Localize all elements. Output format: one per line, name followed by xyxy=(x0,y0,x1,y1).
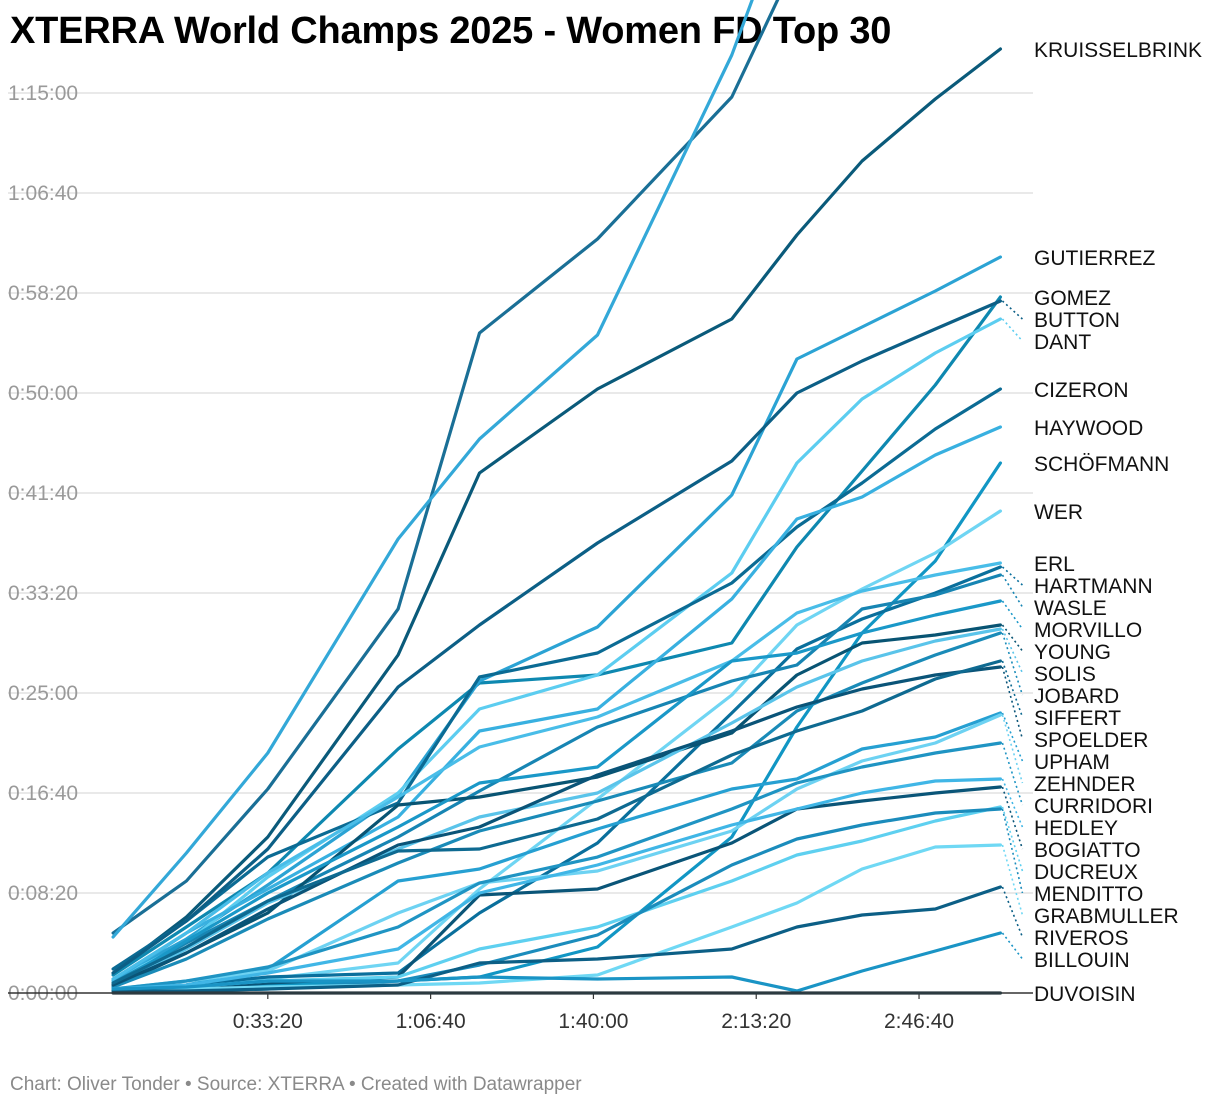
series-label-gomez: GOMEZ xyxy=(1034,287,1111,310)
label-connector xyxy=(1001,932,1024,960)
series-label-dant: DANT xyxy=(1034,331,1091,354)
series-line-schroeder xyxy=(111,0,780,935)
y-tick-label: 0:25:00 xyxy=(8,682,78,705)
series-line-bogiatto xyxy=(111,785,1003,993)
series-label-button: BUTTON xyxy=(1034,309,1120,332)
series-line-morvillo xyxy=(111,599,1003,987)
series-line-jobard xyxy=(111,631,1003,989)
series-label-jobard: JOBARD xyxy=(1034,685,1119,708)
footer-source: Source: XTERRA xyxy=(196,1074,344,1095)
x-tick-label: 0:33:20 xyxy=(233,1010,303,1033)
series-label-billouin: BILLOUIN xyxy=(1034,949,1130,972)
series-labels: SCHROEDERGRABERKRUISSELBRINKGUTIERREZGOM… xyxy=(1001,39,1202,1006)
y-tick-label: 0:33:20 xyxy=(8,582,78,605)
series-label-curridori: CURRIDORI xyxy=(1034,795,1153,818)
x-tick-label: 1:06:40 xyxy=(396,1010,466,1033)
series-line-zehnder xyxy=(111,713,1003,991)
series-label-ducreux: DUCREUX xyxy=(1034,861,1138,884)
series-line-kruisselbrink xyxy=(111,47,1003,975)
series-line-graber xyxy=(111,0,754,939)
x-tick-label: 2:46:40 xyxy=(884,1010,954,1033)
x-tick-label: 2:13:20 xyxy=(721,1010,791,1033)
series-line-hedley xyxy=(111,777,1003,991)
series-label-duvoisin: DUVOISIN xyxy=(1034,983,1136,1006)
label-connector xyxy=(1001,660,1024,718)
series-line-solis xyxy=(111,627,1003,989)
series-line-billouin xyxy=(111,931,1003,993)
footer-author: Chart: Oliver Tonder xyxy=(10,1074,180,1095)
label-connector xyxy=(1001,318,1024,342)
chart-footer: Chart: Oliver Tonder • Source: XTERRA • … xyxy=(10,1074,582,1096)
series-line-dant xyxy=(111,317,1003,983)
label-connector xyxy=(1001,624,1024,652)
series-label-upham: UPHAM xyxy=(1034,751,1110,774)
series-line-upham xyxy=(111,711,1003,993)
label-connector xyxy=(1001,600,1024,630)
footer-separator: • xyxy=(343,1074,361,1095)
series-label-haywood: HAYWOOD xyxy=(1034,417,1143,440)
series-label-cizeron: CIZERON xyxy=(1034,379,1129,402)
series-line-erl xyxy=(111,561,1003,981)
series-label-schöfmann: SCHÖFMANN xyxy=(1034,453,1169,476)
series-label-gutierrez: GUTIERREZ xyxy=(1034,247,1156,270)
footer-tool: Created with Datawrapper xyxy=(360,1074,582,1095)
y-tick-label: 0:16:40 xyxy=(8,782,78,805)
series-line-grabmuller xyxy=(111,843,1003,993)
label-connector xyxy=(1001,628,1024,674)
series-line-young xyxy=(111,623,1003,989)
series-line-curridori xyxy=(111,741,1003,991)
series-label-siffert: SIFFERT xyxy=(1034,707,1121,730)
label-connector xyxy=(1001,566,1023,586)
y-axis: 0:00:000:08:200:16:400:25:000:33:200:41:… xyxy=(8,82,78,1005)
series-label-spoelder: SPOELDER xyxy=(1034,729,1148,752)
label-connector xyxy=(1001,886,1024,938)
label-connector xyxy=(1001,574,1024,608)
series-label-solis: SOLIS xyxy=(1034,663,1096,686)
series-line-haywood xyxy=(111,425,1003,983)
series-label-hedley: HEDLEY xyxy=(1034,817,1118,840)
series-label-erl: ERL xyxy=(1034,553,1075,576)
gridlines xyxy=(8,92,1033,894)
series-label-young: YOUNG xyxy=(1034,641,1111,664)
y-tick-label: 0:08:20 xyxy=(8,882,78,905)
series-line-hartmann xyxy=(111,565,1003,991)
x-axis: 0:33:20 1:06:40 1:40:00 2:13:20 2:46:40 xyxy=(8,992,1033,1033)
series-label-wasle: WASLE xyxy=(1034,597,1107,620)
series-lines xyxy=(111,0,1003,995)
series-label-bogiatto: BOGIATTO xyxy=(1034,839,1141,862)
footer-separator: • xyxy=(179,1074,197,1095)
series-label-menditto: MENDITTO xyxy=(1034,883,1143,906)
series-label-hartmann: HARTMANN xyxy=(1034,575,1153,598)
label-connector xyxy=(1001,806,1024,872)
label-connector xyxy=(1001,712,1024,762)
label-connector xyxy=(1001,632,1024,696)
series-line-cizeron xyxy=(111,387,1003,971)
y-tick-label: 0:41:40 xyxy=(8,482,78,505)
series-label-kruisselbrink: KRUISSELBRINK xyxy=(1034,39,1202,62)
label-connector xyxy=(1001,844,1024,916)
y-tick-label: 1:15:00 xyxy=(8,82,78,105)
y-tick-label: 0:50:00 xyxy=(8,382,78,405)
label-connector xyxy=(1001,786,1024,850)
label-connector xyxy=(1001,808,1024,894)
series-label-morvillo: MORVILLO xyxy=(1034,619,1142,642)
series-line-siffert xyxy=(111,659,1003,985)
label-connector xyxy=(1001,666,1024,740)
label-connector xyxy=(1001,300,1023,320)
label-connector xyxy=(1001,778,1024,828)
series-label-wer: WER xyxy=(1034,501,1083,524)
series-label-zehnder: ZEHNDER xyxy=(1034,773,1136,796)
label-connector xyxy=(1001,714,1024,784)
series-label-riveros: RIVEROS xyxy=(1034,927,1129,950)
series-line-riveros xyxy=(111,885,1003,993)
series-line-spoelder xyxy=(111,665,1003,987)
y-tick-label: 1:06:40 xyxy=(8,182,78,205)
x-tick-label: 1:40:00 xyxy=(558,1010,628,1033)
y-tick-label: 0:58:20 xyxy=(8,282,78,305)
series-line-button xyxy=(111,299,1003,975)
label-connector xyxy=(1001,742,1024,806)
series-label-grabmuller: GRABMULLER xyxy=(1034,905,1179,928)
